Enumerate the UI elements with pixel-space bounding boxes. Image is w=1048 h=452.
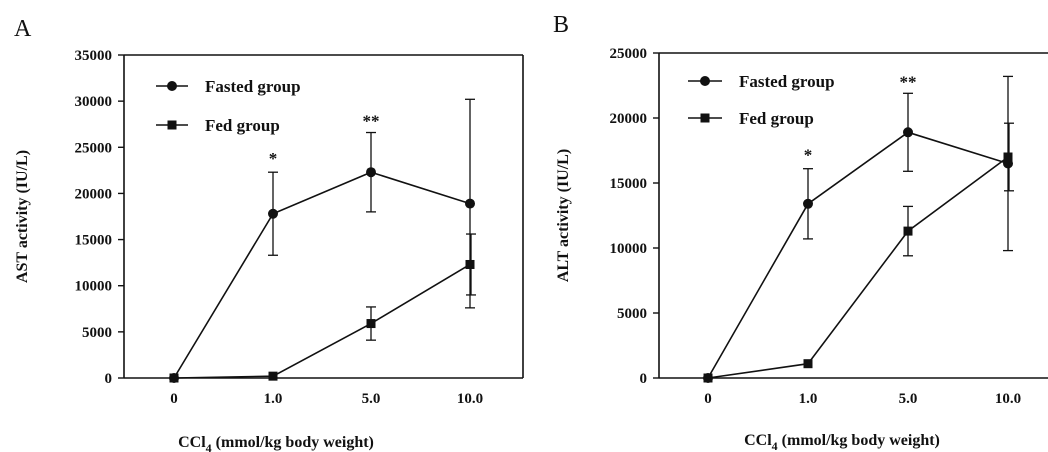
legend-entry-fed: Fed group [156, 116, 280, 135]
panel-letter: A [14, 16, 32, 42]
y-tick-label: 0 [640, 371, 648, 387]
y-tick-label: 25000 [75, 140, 113, 156]
data-point-circle [366, 167, 376, 178]
legend-label: Fasted group [739, 72, 835, 91]
legend-marker-square [700, 113, 710, 123]
series-line-fed [707, 156, 1009, 379]
y-tick-label: 25000 [610, 46, 648, 62]
data-point-square [366, 319, 376, 329]
legend-entry-fasted: Fasted group [688, 72, 835, 91]
data-point-square [268, 371, 278, 381]
legend-label: Fed group [739, 109, 814, 128]
significance-annotation: * [269, 149, 278, 168]
x-axis-title: CCl4 (mmol/kg body weight) [744, 432, 940, 452]
x-tick-label: 10.0 [457, 391, 483, 407]
x-tick-label: 0 [704, 391, 712, 407]
x-tick-label: 0 [170, 391, 178, 407]
y-tick-label: 15000 [610, 176, 648, 192]
y-tick-label: 20000 [75, 186, 113, 202]
x-tick-label: 1.0 [799, 391, 818, 407]
legend-label: Fasted group [205, 77, 301, 96]
series-line-fed [173, 263, 471, 379]
y-tick-label: 0 [105, 371, 113, 387]
panel-letter: B [553, 12, 569, 38]
series-line-fasted [707, 131, 1009, 379]
y-axis-title: AST activity (IU/L) [14, 150, 31, 283]
x-axis-title: CCl4 (mmol/kg body weight) [178, 434, 374, 452]
data-point-circle [268, 208, 278, 219]
data-point-circle [803, 198, 813, 209]
data-point-square [703, 373, 713, 383]
x-tick-label: 5.0 [362, 391, 381, 407]
legend-entry-fasted: Fasted group [156, 77, 301, 96]
legend-label: Fed group [205, 116, 280, 135]
data-point-square [169, 373, 179, 383]
x-tick-label: 10.0 [995, 391, 1021, 407]
y-tick-label: 5000 [617, 306, 647, 322]
legend-marker-square [167, 120, 177, 130]
data-point-square [903, 226, 913, 236]
y-tick-label: 10000 [75, 279, 113, 295]
y-tick-label: 15000 [75, 233, 113, 249]
data-point-square [803, 359, 813, 369]
x-tick-label: 1.0 [264, 391, 283, 407]
data-point-circle [903, 127, 913, 138]
chart-panel-b: B 0 5000 10000 15000 20000 25000 0 1.0 5.0 10.0 ALT… [553, 12, 1048, 452]
y-tick-label: 30000 [75, 94, 113, 110]
legend-marker-circle [167, 81, 177, 91]
legend-entry-fed: Fed group [688, 109, 814, 128]
significance-annotation: * [804, 146, 813, 165]
significance-annotation: ** [363, 112, 380, 131]
y-axis-title: ALT activity (IU/L) [555, 149, 572, 282]
series-line-fasted [173, 171, 471, 379]
data-point-square [1003, 152, 1013, 162]
y-tick-label: 5000 [82, 325, 112, 341]
chart-panel-a: A 0 5000 10000 15000 20000 25000 30000 35000 0 1.0… [14, 16, 524, 452]
y-tick-label: 10000 [610, 241, 648, 257]
data-point-square [465, 259, 475, 269]
y-tick-label: 20000 [610, 111, 648, 127]
x-tick-label: 5.0 [899, 391, 918, 407]
data-point-circle [465, 198, 475, 209]
legend-marker-circle [700, 76, 710, 86]
significance-annotation: ** [900, 72, 917, 91]
y-tick-label: 35000 [75, 48, 113, 64]
